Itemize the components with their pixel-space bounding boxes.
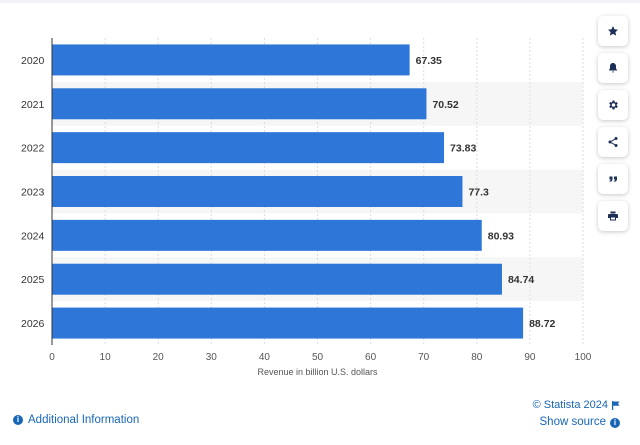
data-label: 84.74 [508,274,534,286]
data-label: 67.35 [416,55,442,67]
info-icon: i [13,415,23,425]
source-area: © Statista 2024 Show source i [533,397,620,431]
y-tick-label: 2024 [21,230,45,242]
bar [52,263,502,295]
y-tick-label: 2021 [21,99,45,111]
gear-icon [609,100,618,110]
favorite-button[interactable] [598,16,628,46]
additional-information-link[interactable]: i Additional Information [13,414,139,426]
bar [52,88,427,120]
bar [52,307,524,339]
side-toolbar [598,16,628,231]
notification-button[interactable] [598,53,628,83]
print-icon [608,211,618,221]
data-label: 73.83 [450,143,476,155]
additional-information-label: Additional Information [28,414,140,426]
x-tick-label: 30 [206,352,218,363]
bar [52,219,482,251]
print-button[interactable] [598,201,628,231]
y-tick-label: 2020 [21,55,45,67]
x-tick-label: 0 [49,352,55,363]
x-tick-label: 10 [100,352,112,363]
y-tick-label: 2023 [21,187,45,199]
share-button[interactable] [598,127,628,157]
show-source-link[interactable]: Show source i [533,414,620,431]
statista-credit[interactable]: © Statista 2024 [532,399,608,411]
y-tick-label: 2025 [21,274,45,286]
x-axis-title: Revenue in billion U.S. dollars [257,367,378,377]
settings-button[interactable] [598,90,628,120]
cite-button[interactable] [598,164,628,194]
bar [52,176,463,207]
x-tick-label: 100 [575,352,592,363]
bar [52,132,445,164]
x-tick-label: 40 [259,352,271,363]
top-divider [0,0,640,3]
share-icon [608,137,618,147]
data-label: 70.52 [432,99,458,111]
bell-icon [609,63,617,73]
y-tick-label: 2022 [21,143,45,155]
flag-icon [612,401,620,410]
x-tick-label: 90 [524,352,536,363]
info-icon: i [610,417,620,428]
data-label: 77.3 [468,187,489,199]
data-label: 88.72 [529,318,555,330]
show-source-label: Show source [539,416,606,428]
quote-icon [609,176,617,182]
x-tick-label: 80 [471,352,483,363]
x-tick-label: 70 [418,352,430,363]
x-tick-label: 50 [312,352,324,363]
x-tick-label: 60 [365,352,377,363]
bar [52,44,410,76]
x-tick-label: 20 [153,352,165,363]
star-icon [608,26,618,36]
y-tick-label: 2026 [21,318,45,330]
data-label: 80.93 [488,230,514,242]
